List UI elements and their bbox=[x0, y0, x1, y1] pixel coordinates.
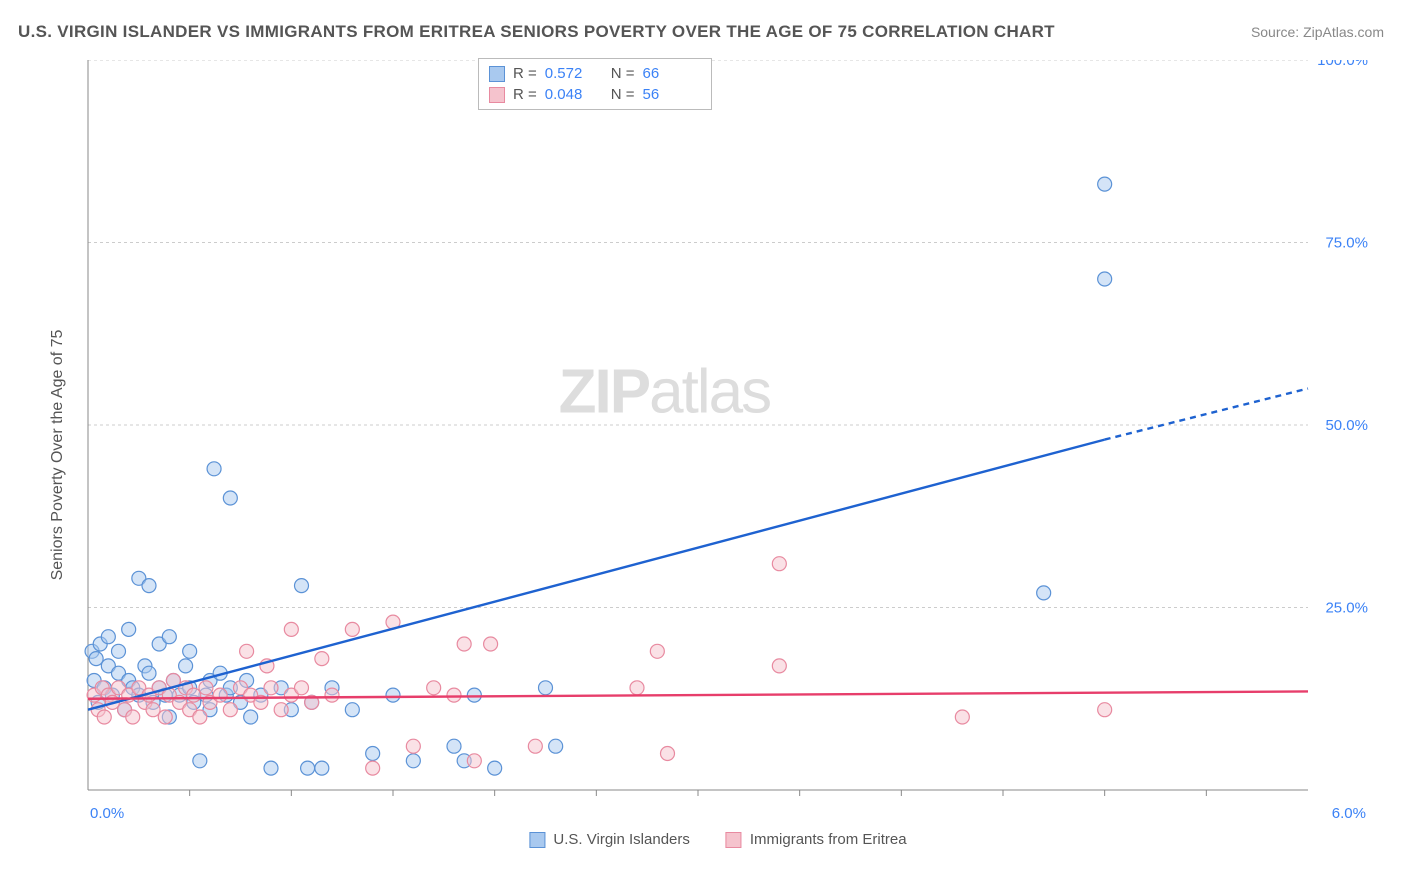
x-axis-legend: U.S. Virgin Islanders Immigrants from Er… bbox=[529, 831, 906, 848]
y-axis-label: Seniors Poverty Over the Age of 75 bbox=[49, 330, 67, 581]
legend-swatch-1 bbox=[529, 832, 545, 848]
n-value-1: 66 bbox=[643, 65, 701, 82]
legend-label-2: Immigrants from Eritrea bbox=[750, 831, 907, 848]
source-label: Source: ZipAtlas.com bbox=[1251, 24, 1384, 40]
legend-item-2: Immigrants from Eritrea bbox=[726, 831, 907, 848]
svg-text:75.0%: 75.0% bbox=[1325, 235, 1368, 252]
stats-box: R = 0.572 N = 66 R = 0.048 N = 56 bbox=[478, 58, 712, 110]
svg-text:6.0%: 6.0% bbox=[1332, 805, 1366, 822]
svg-text:50.0%: 50.0% bbox=[1325, 417, 1368, 434]
n-value-2: 56 bbox=[643, 86, 701, 103]
scatter-chart: 25.0% 50.0% 75.0% 100.0% 0.0% 6.0% bbox=[78, 60, 1378, 830]
svg-text:0.0%: 0.0% bbox=[90, 805, 124, 822]
legend-swatch-2 bbox=[726, 832, 742, 848]
plot-area: Seniors Poverty Over the Age of 75 ZIPat… bbox=[48, 60, 1388, 850]
legend-item-1: U.S. Virgin Islanders bbox=[529, 831, 689, 848]
svg-text:100.0%: 100.0% bbox=[1317, 60, 1368, 69]
r-label-1: R = bbox=[513, 65, 537, 82]
n-label-1: N = bbox=[611, 65, 635, 82]
stats-swatch-1 bbox=[489, 66, 505, 82]
chart-title: U.S. VIRGIN ISLANDER VS IMMIGRANTS FROM … bbox=[18, 22, 1055, 42]
r-label-2: R = bbox=[513, 86, 537, 103]
r-value-1: 0.572 bbox=[545, 65, 603, 82]
n-label-2: N = bbox=[611, 86, 635, 103]
stats-swatch-2 bbox=[489, 87, 505, 103]
svg-text:25.0%: 25.0% bbox=[1325, 600, 1368, 617]
stats-row-2: R = 0.048 N = 56 bbox=[489, 84, 701, 105]
legend-label-1: U.S. Virgin Islanders bbox=[553, 831, 689, 848]
stats-row-1: R = 0.572 N = 66 bbox=[489, 63, 701, 84]
r-value-2: 0.048 bbox=[545, 86, 603, 103]
